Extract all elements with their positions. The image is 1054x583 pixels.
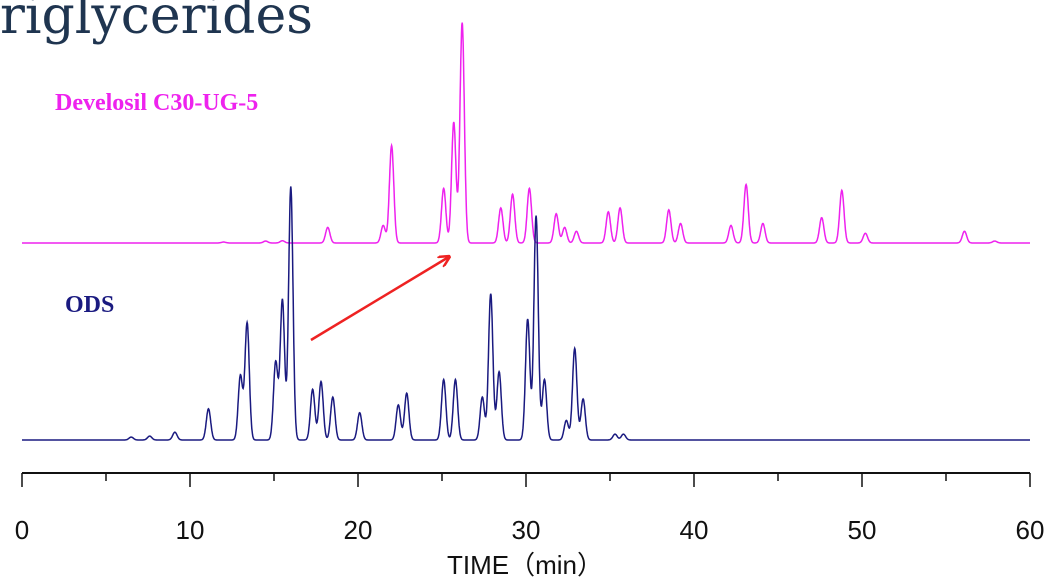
x-axis: 0 10 20 30 40 50 60 xyxy=(15,472,1045,545)
x-tick-label: 0 xyxy=(15,515,29,545)
x-tick-label: 60 xyxy=(1016,515,1045,545)
series-labels: Develosil C30-UG-5 ODS xyxy=(55,90,258,318)
annotation-arrow xyxy=(310,257,449,342)
series-label-develosil: Develosil C30-UG-5 xyxy=(55,90,258,116)
chart-title: riglycerides xyxy=(0,0,313,46)
series-label-ods: ODS xyxy=(65,292,114,318)
series-line-ods xyxy=(22,186,1030,441)
x-tick-label: 50 xyxy=(848,515,877,545)
series-line-develosil xyxy=(22,22,1030,244)
x-axis-title: TIME（min） xyxy=(447,550,603,580)
x-tick-label: 10 xyxy=(176,515,205,545)
traces-group xyxy=(22,22,1030,441)
x-tick-label: 30 xyxy=(512,515,541,545)
x-tick-label: 40 xyxy=(680,515,709,545)
x-tick-label: 20 xyxy=(344,515,373,545)
